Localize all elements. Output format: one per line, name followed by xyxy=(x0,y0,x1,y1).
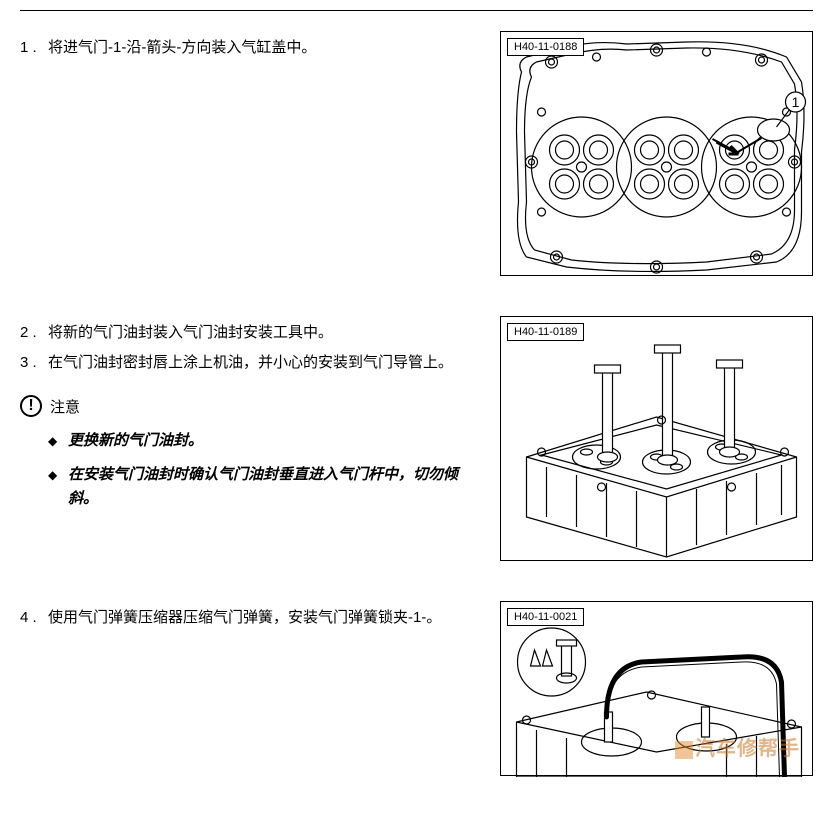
bullet-2-text: 在安装气门油封时确认气门油封垂直进入气门杆中，切勿倾斜。 xyxy=(68,463,480,511)
step-3: 3 . 在气门油封密封唇上涂上机油，并小心的安装到气门导管上。 xyxy=(20,351,480,375)
watermark: 汽车修帮手 xyxy=(675,732,800,761)
section-1: 1 . 将进气门-1-沿-箭头-方向装入气缸盖中。 H40-11-0188 xyxy=(0,31,833,276)
text-col-1: 1 . 将进气门-1-沿-箭头-方向装入气缸盖中。 xyxy=(20,31,500,66)
top-rule xyxy=(20,10,813,11)
figure-2-label: H40-11-0189 xyxy=(507,323,584,341)
figure-1-callout: 1 xyxy=(792,94,800,110)
step-4-num: 4 . xyxy=(20,606,48,630)
bullet-1-marker: ◆ xyxy=(48,429,68,453)
watermark-text: 汽车修帮手 xyxy=(695,738,800,760)
step-2-text: 将新的气门油封装入气门油封安装工具中。 xyxy=(48,321,480,345)
step-1-text: 将进气门-1-沿-箭头-方向装入气缸盖中。 xyxy=(48,36,480,60)
watermark-icon xyxy=(675,741,693,759)
step-2-num: 2 . xyxy=(20,321,48,345)
figure-1: H40-11-0188 xyxy=(500,31,813,276)
figure-1-svg: 1 xyxy=(501,32,812,277)
img-col-3: H40-11-0021 xyxy=(500,601,813,776)
bullet-1: ◆ 更换新的气门油封。 xyxy=(48,429,480,453)
notice-icon: ! xyxy=(20,395,42,417)
figure-2: H40-11-0189 xyxy=(500,316,813,561)
bullet-2-marker: ◆ xyxy=(48,463,68,511)
step-3-text: 在气门油封密封唇上涂上机油，并小心的安装到气门导管上。 xyxy=(48,351,480,375)
img-col-1: H40-11-0188 xyxy=(500,31,813,276)
figure-3: H40-11-0021 xyxy=(500,601,813,776)
figure-2-svg xyxy=(501,317,812,562)
section-3: 4 . 使用气门弹簧压缩器压缩气门弹簧，安装气门弹簧锁夹-1-。 H40-11-… xyxy=(0,601,833,776)
bullet-2: ◆ 在安装气门油封时确认气门油封垂直进入气门杆中，切勿倾斜。 xyxy=(48,463,480,511)
notice-label: 注意 xyxy=(50,396,80,417)
step-1: 1 . 将进气门-1-沿-箭头-方向装入气缸盖中。 xyxy=(20,36,480,60)
notice-bullets: ◆ 更换新的气门油封。 ◆ 在安装气门油封时确认气门油封垂直进入气门杆中，切勿倾… xyxy=(48,429,480,511)
step-3-num: 3 . xyxy=(20,351,48,375)
notice-block: ! 注意 xyxy=(20,395,480,417)
section-2: 2 . 将新的气门油封装入气门油封安装工具中。 3 . 在气门油封密封唇上涂上机… xyxy=(0,316,833,561)
bullet-1-text: 更换新的气门油封。 xyxy=(68,429,480,453)
figure-1-label: H40-11-0188 xyxy=(507,38,584,56)
figure-3-label: H40-11-0021 xyxy=(507,608,584,626)
text-col-3: 4 . 使用气门弹簧压缩器压缩气门弹簧，安装气门弹簧锁夹-1-。 xyxy=(20,601,500,636)
step-4-text: 使用气门弹簧压缩器压缩气门弹簧，安装气门弹簧锁夹-1-。 xyxy=(48,606,480,630)
img-col-2: H40-11-0189 xyxy=(500,316,813,561)
step-4: 4 . 使用气门弹簧压缩器压缩气门弹簧，安装气门弹簧锁夹-1-。 xyxy=(20,606,480,630)
step-1-num: 1 . xyxy=(20,36,48,60)
text-col-2: 2 . 将新的气门油封装入气门油封安装工具中。 3 . 在气门油封密封唇上涂上机… xyxy=(20,316,500,521)
step-2: 2 . 将新的气门油封装入气门油封安装工具中。 xyxy=(20,321,480,345)
